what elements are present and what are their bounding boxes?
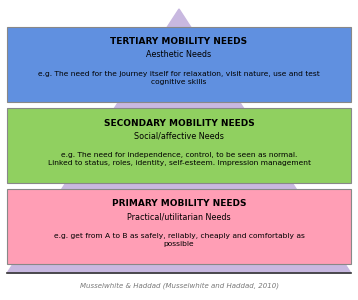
Text: Musselwhite & Haddad (Musselwhite and Haddad, 2010): Musselwhite & Haddad (Musselwhite and Ha… [79, 283, 279, 289]
Text: Practical/utilitarian Needs: Practical/utilitarian Needs [127, 212, 231, 221]
Text: PRIMARY MOBILITY NEEDS: PRIMARY MOBILITY NEEDS [112, 200, 246, 208]
Bar [7, 108, 351, 183]
Polygon shape [7, 9, 351, 273]
Text: e.g. The need for independence, control, to be seen as normal.
Linked to status,: e.g. The need for independence, control,… [48, 152, 310, 166]
Text: SECONDARY MOBILITY NEEDS: SECONDARY MOBILITY NEEDS [103, 118, 255, 127]
Text: TERTIARY MOBILITY NEEDS: TERTIARY MOBILITY NEEDS [110, 38, 248, 46]
Bar [7, 27, 351, 102]
Text: e.g. The need for the journey itself for relaxation, visit nature, use and test
: e.g. The need for the journey itself for… [38, 71, 320, 85]
Bar [7, 189, 351, 264]
Text: e.g. get from A to B as safely, reliably, cheaply and comfortably as
possible: e.g. get from A to B as safely, reliably… [54, 233, 304, 247]
Text: Social/affective Needs: Social/affective Needs [134, 131, 224, 140]
Text: Aesthetic Needs: Aesthetic Needs [146, 50, 212, 59]
